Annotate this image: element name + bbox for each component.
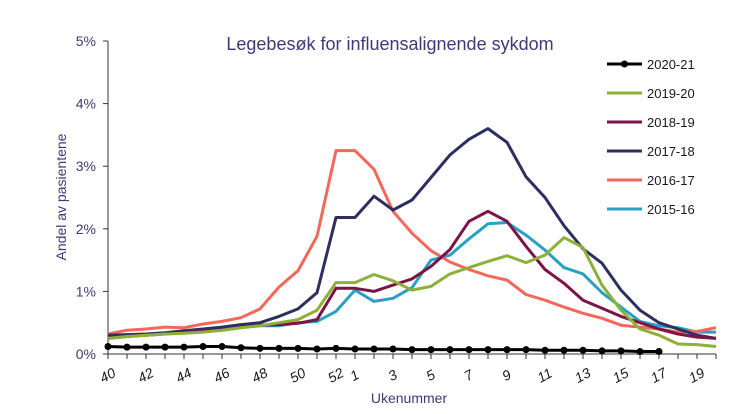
x-axis-ticks: 40 42 44 46 48 50 52 1 3 5 7 9 11 13 15 17 19 [97, 354, 717, 386]
legend-label: 2016-17 [647, 173, 695, 188]
data-point-2020-21 [256, 344, 264, 352]
series-line-2019-20 [107, 236, 717, 348]
x-tick-label: 44 [173, 364, 194, 386]
data-point-2020-21 [123, 343, 131, 351]
data-point-2020-21 [370, 345, 378, 353]
data-point-2020-21 [142, 343, 150, 351]
x-tick-label: 50 [287, 364, 308, 386]
x-tick-label: 1 [347, 366, 361, 384]
x-tick-label: 48 [249, 364, 270, 386]
data-point-2020-21 [351, 345, 359, 353]
data-point-2020-21 [579, 346, 587, 354]
x-tick-label: 42 [135, 364, 156, 386]
data-point-2020-21 [218, 342, 226, 350]
data-point-2020-21 [237, 344, 245, 352]
legend-item-2016-17: 2016-17 [607, 173, 695, 188]
x-tick-label: 5 [423, 366, 438, 384]
data-point-2020-21 [389, 345, 397, 353]
data-point-2020-21 [275, 344, 283, 352]
data-point-2020-21 [465, 346, 473, 354]
x-tick-label: 15 [610, 364, 631, 386]
x-axis-label: Ukenummer [371, 390, 448, 406]
x-tick-label: 52 [325, 364, 346, 386]
legend-label: 2019-20 [647, 86, 695, 101]
y-tick-label: 3% [76, 158, 96, 174]
data-point-2020-21 [104, 342, 112, 350]
chart-title: Legebesøk for influensalignende sykdom [226, 34, 553, 54]
series-line-2018-19 [107, 209, 717, 340]
x-tick-label: 7 [461, 366, 476, 384]
data-point-2020-21 [655, 347, 663, 355]
data-point-2020-21 [598, 347, 606, 355]
data-point-2020-21 [180, 343, 188, 351]
data-point-2020-21 [294, 344, 302, 352]
axes [107, 41, 716, 355]
x-tick-label: 40 [97, 364, 118, 386]
legend-label: 2017-18 [647, 144, 695, 159]
data-point-2020-21 [161, 343, 169, 351]
data-point-2020-21 [636, 347, 644, 355]
y-axis-label: Andel av pasientene [53, 133, 69, 260]
data-point-2020-21 [541, 346, 549, 354]
data-point-2020-21 [313, 345, 321, 353]
y-tick-label: 4% [76, 96, 96, 112]
data-point-2020-21 [332, 344, 340, 352]
series-2017-18 [107, 127, 717, 340]
series-2019-20 [107, 236, 717, 348]
x-tick-label: 46 [211, 364, 232, 386]
y-axis-ticks: 0% 1% 2% 3% 4% 5% [76, 33, 108, 362]
x-tick-label: 13 [572, 364, 593, 386]
data-point-2020-21 [484, 346, 492, 354]
legend-label: 2020-21 [647, 57, 695, 72]
data-point-2020-21 [408, 346, 416, 354]
x-tick-label: 11 [534, 365, 554, 386]
data-point-2020-21 [446, 346, 454, 354]
data-point-2020-21 [617, 347, 625, 355]
x-tick-label: 9 [499, 366, 514, 384]
legend-item-2015-16: 2015-16 [607, 202, 695, 217]
data-point-2020-21 [522, 346, 530, 354]
legend-label: 2018-19 [647, 115, 695, 130]
legend-label: 2015-16 [647, 202, 695, 217]
legend-item-2017-18: 2017-18 [607, 144, 695, 159]
data-point-2020-21 [560, 346, 568, 354]
x-tick-label: 3 [385, 366, 400, 384]
series-line-2016-17 [107, 149, 717, 336]
legend-item-2019-20: 2019-20 [607, 86, 695, 101]
y-tick-label: 1% [76, 283, 96, 299]
x-tick-label: 19 [686, 364, 707, 386]
series-2016-17 [107, 149, 717, 336]
x-tick-label: 17 [648, 364, 670, 386]
data-point-2020-21 [427, 346, 435, 354]
y-tick-label: 2% [76, 221, 96, 237]
series-2020-21 [104, 342, 663, 355]
series-2018-19 [107, 209, 717, 340]
legend-item-2018-19: 2018-19 [607, 115, 695, 130]
y-tick-label: 5% [76, 33, 96, 49]
legend-item-2020-21: 2020-21 [607, 57, 695, 72]
series-line-2017-18 [107, 127, 717, 340]
data-point-2020-21 [199, 342, 207, 350]
data-point-2020-21 [503, 346, 511, 354]
legend-marker [621, 60, 628, 68]
y-tick-label: 0% [76, 346, 96, 362]
series-line-2020-21 [107, 345, 659, 353]
legend: 2020-21 2019-20 2018-19 2017-18 2016-17 2015-… [607, 57, 695, 217]
series-lines [104, 127, 717, 355]
